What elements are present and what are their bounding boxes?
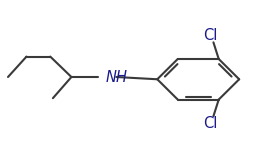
Text: Cl: Cl bbox=[204, 116, 218, 130]
Text: NH: NH bbox=[106, 69, 128, 85]
Text: Cl: Cl bbox=[204, 28, 218, 43]
